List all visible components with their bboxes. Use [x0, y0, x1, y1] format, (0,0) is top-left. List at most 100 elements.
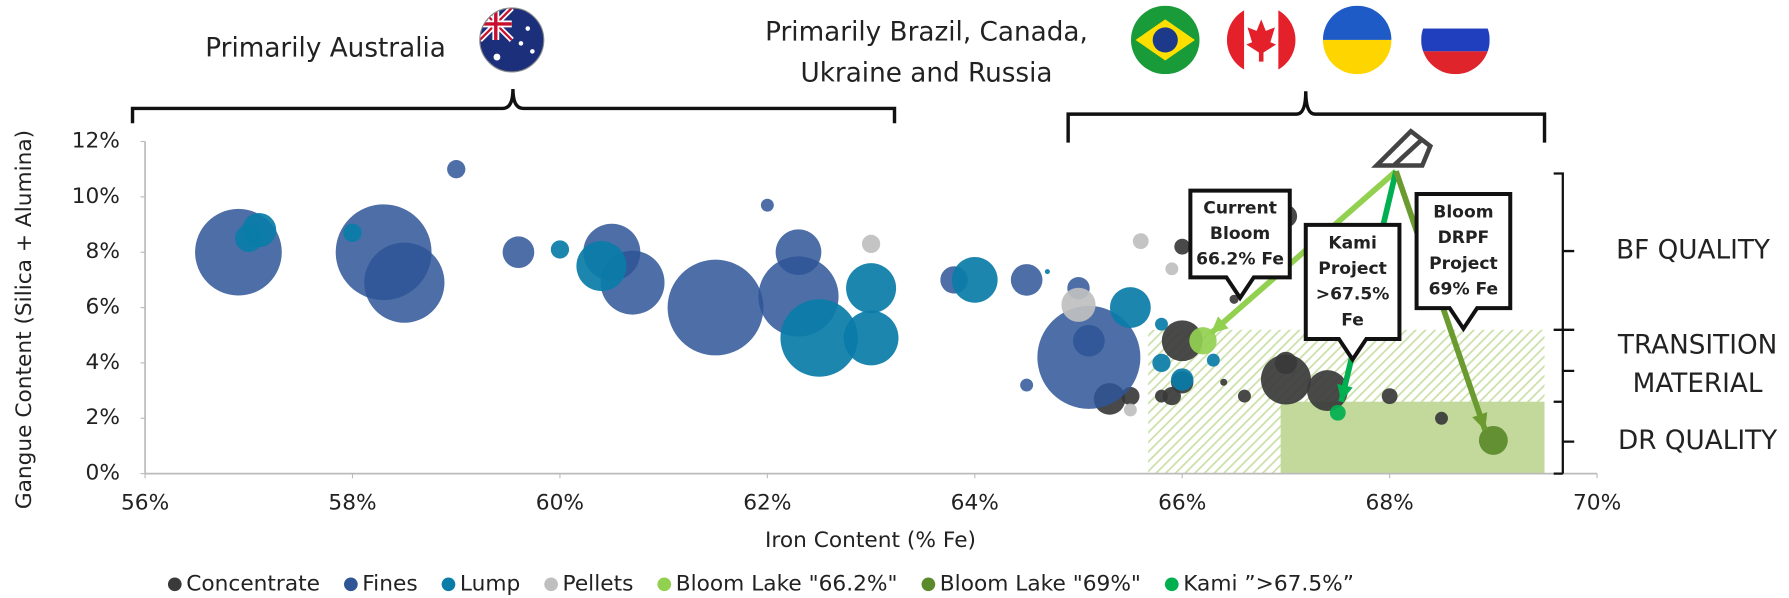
bubble	[1123, 403, 1137, 417]
zone-label: MATERIAL	[1633, 369, 1763, 399]
callout-box	[1303, 222, 1402, 364]
legend-marker	[921, 577, 936, 592]
bubble	[1435, 411, 1448, 425]
callout-text: Bloom	[1433, 203, 1493, 223]
bubble	[1073, 324, 1105, 357]
legend-label: Bloom Lake "66.2%"	[676, 571, 898, 596]
bubble	[1174, 238, 1191, 255]
y-tick-label: 0%	[86, 461, 120, 486]
callout-text: Kami	[1328, 233, 1377, 253]
bubble	[1165, 262, 1179, 276]
bubble	[1037, 305, 1141, 409]
bubble	[1132, 233, 1149, 250]
callout-text: DRPF	[1438, 228, 1490, 248]
arrow-head	[1337, 383, 1353, 402]
callout-text: Bloom	[1210, 224, 1270, 244]
callout-text: 66.2% Fe	[1196, 250, 1284, 270]
bubble	[1171, 368, 1194, 391]
y-tick-label: 6%	[86, 295, 120, 320]
bubble	[364, 242, 445, 323]
x-tick-label: 68%	[1366, 490, 1414, 515]
bubble	[1109, 287, 1151, 328]
bubble	[1260, 354, 1311, 405]
zone-label: DR QUALITY	[1618, 426, 1778, 456]
bubble	[235, 224, 263, 253]
bubble	[550, 240, 570, 259]
x-tick-label: 64%	[951, 490, 999, 515]
x-tick-label: 60%	[536, 490, 584, 515]
x-tick-label: 58%	[328, 490, 376, 515]
bubble	[502, 236, 535, 269]
bubble	[780, 299, 858, 377]
region-label: Primarily Australia	[205, 34, 446, 64]
bracket	[1066, 91, 1547, 143]
bubble	[1189, 327, 1217, 355]
legend-marker	[657, 577, 672, 592]
legend-label: Kami ”>67.5%”	[1183, 571, 1354, 596]
bubble	[1161, 320, 1203, 362]
bubble	[1478, 425, 1508, 455]
bubble	[667, 259, 764, 356]
bubble	[1220, 378, 1228, 386]
bubble	[343, 223, 362, 242]
logo	[1371, 128, 1434, 168]
callout-box	[1188, 188, 1292, 302]
legend-marker	[1164, 577, 1179, 592]
bubble	[1306, 370, 1348, 411]
x-tick-label: 62%	[743, 490, 791, 515]
legend-marker	[544, 577, 558, 592]
bubble	[1329, 404, 1346, 421]
flag-brazil	[1130, 5, 1200, 75]
bubble	[843, 310, 899, 366]
zone-label: TRANSITION	[1617, 330, 1777, 360]
bubble	[1044, 269, 1050, 275]
region-label: Primarily Brazil, Canada,	[765, 18, 1088, 48]
y-tick-label: 12%	[72, 129, 120, 154]
legend-marker	[167, 577, 182, 592]
callout-text: >67.5%	[1316, 285, 1390, 305]
legend: Concentrate Fines Lump Pellets Bloom Lake "6…	[167, 571, 1354, 596]
callout-box	[1414, 192, 1513, 333]
legend-label: Bloom Lake "69%"	[940, 571, 1141, 596]
y-tick-label: 8%	[86, 239, 120, 264]
bubble	[1274, 351, 1298, 375]
arrow-head	[1210, 316, 1229, 334]
bracket	[1553, 172, 1575, 475]
bubble	[1010, 264, 1043, 296]
bubble	[1381, 388, 1398, 405]
region-label: Ukraine and Russia	[800, 59, 1052, 89]
x-tick-label: 66%	[1158, 490, 1206, 515]
x-axis-title: Iron Content (% Fe)	[765, 528, 976, 553]
callout-text: 69% Fe	[1429, 280, 1499, 300]
y-tick-label: 10%	[72, 184, 120, 209]
callout-text: Project	[1318, 259, 1387, 279]
flag-canada	[1226, 5, 1296, 75]
bubble	[1155, 317, 1168, 331]
callout-text: Current	[1203, 198, 1277, 218]
legend-label: Fines	[362, 571, 417, 596]
y-tick-label: 4%	[86, 350, 120, 375]
x-tick-label: 56%	[121, 490, 169, 515]
bubble	[846, 263, 897, 314]
bubble	[1020, 378, 1034, 392]
y-axis-title: Gangue Content (Silica + Alumina)	[12, 130, 37, 509]
bubble	[861, 234, 881, 254]
callout-text: Fe	[1341, 310, 1364, 330]
bubble	[1237, 389, 1251, 403]
y-tick-label: 2%	[86, 405, 120, 430]
flag-border	[479, 7, 545, 73]
zone-label: BF QUALITY	[1616, 236, 1771, 266]
annotations: Current Bloom 66.2% Fe Kami Project >67.5% Fe B…	[1188, 169, 1513, 432]
callout-text: Project	[1429, 254, 1498, 274]
bubble	[1229, 294, 1239, 304]
bracket	[130, 88, 897, 124]
legend-label: Concentrate	[186, 571, 320, 596]
legend-label: Lump	[460, 571, 520, 596]
legend-label: Pellets	[563, 571, 634, 596]
bubble	[447, 160, 466, 179]
legend-marker	[344, 577, 358, 592]
plot-area	[195, 160, 1508, 455]
bubble	[951, 257, 998, 303]
flag-ukraine	[1322, 5, 1392, 75]
